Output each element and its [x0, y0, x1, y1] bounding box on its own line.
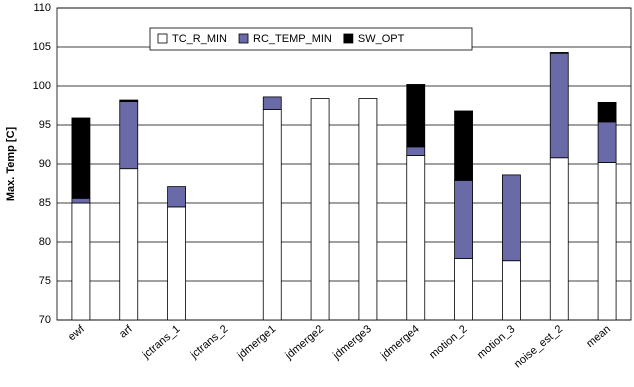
bar-segment	[597, 121, 617, 163]
y-tick-label: 80	[39, 236, 51, 248]
x-tick-label: ewf	[66, 323, 88, 344]
y-tick-label: 100	[33, 80, 51, 92]
legend-label: SW_OPT	[358, 33, 405, 45]
x-tick-label: jdmerge1	[235, 323, 279, 362]
bar-segment	[119, 101, 139, 170]
x-tick-label: jdmerge2	[282, 323, 326, 362]
bar-segment	[502, 174, 521, 262]
bar-segment	[167, 206, 186, 321]
y-tick-label: 110	[33, 2, 51, 14]
bar-segment	[358, 98, 378, 321]
legend-swatch	[238, 33, 249, 44]
bar-segment	[71, 117, 91, 199]
bar-segment	[406, 155, 426, 321]
y-tick-label: 90	[39, 158, 51, 170]
bar-segment	[549, 157, 569, 321]
bar-segment	[549, 52, 569, 159]
x-tick-label: jctrans_1	[140, 323, 183, 362]
x-tick-label: jctrans_2	[188, 323, 231, 362]
bar-segment	[71, 197, 91, 204]
bar-segment	[406, 84, 426, 148]
y-tick-label: 105	[33, 41, 51, 53]
x-tick-label: mean	[584, 323, 613, 350]
bar-segment	[597, 162, 617, 321]
y-axis-label: Max. Temp [C]	[5, 126, 17, 201]
bar-segment	[262, 109, 282, 321]
x-tick-label: jdmerge4	[378, 323, 422, 362]
y-tick-label: 85	[39, 197, 51, 209]
bar-segment	[502, 260, 521, 321]
x-tick-label: motion_2	[427, 323, 469, 361]
x-tick-label: noise_est_2	[512, 323, 565, 370]
bar-segment	[262, 96, 282, 110]
bar-segment	[119, 99, 139, 103]
bar-segment	[454, 179, 473, 259]
bar-segment	[454, 110, 473, 181]
x-tick-label: motion_3	[475, 323, 517, 361]
bar-segment	[310, 98, 330, 321]
legend-box	[149, 27, 473, 51]
bar-segment	[549, 52, 569, 54]
legend-label: RC_TEMP_MIN	[253, 33, 332, 45]
bar-segment	[167, 186, 186, 208]
x-tick-label: arf	[117, 323, 135, 341]
y-tick-label: 70	[39, 314, 51, 326]
bar-segment	[597, 101, 617, 123]
y-tick-label: 75	[39, 275, 51, 287]
legend-swatch	[343, 33, 354, 44]
bar-segment	[119, 168, 139, 321]
plot-frame	[56, 7, 632, 321]
bar-segment	[454, 257, 473, 321]
y-tick-label: 95	[39, 119, 51, 131]
bar-segment	[71, 202, 91, 321]
legend-swatch	[157, 33, 168, 44]
bar-segment	[406, 146, 426, 156]
x-tick-label: jdmerge3	[330, 323, 374, 362]
legend-label: TC_R_MIN	[172, 33, 227, 45]
